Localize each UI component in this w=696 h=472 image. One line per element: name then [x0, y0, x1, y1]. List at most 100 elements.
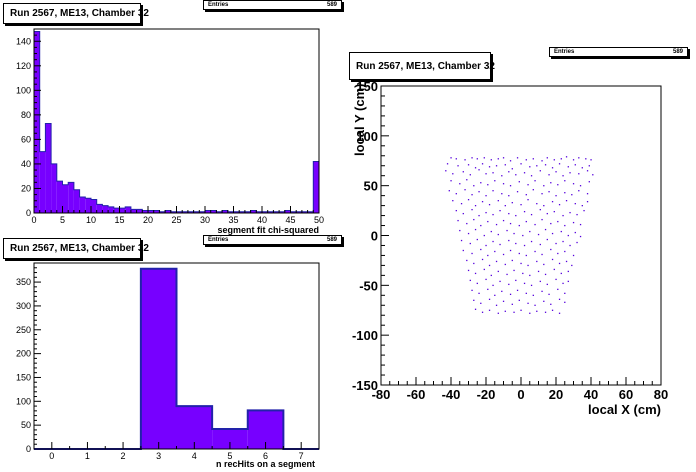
xy-point: [527, 264, 529, 267]
xy-point: [546, 212, 548, 215]
xy-point: [494, 180, 496, 182]
xy-point: [508, 239, 510, 242]
chi2-bar: [290, 211, 297, 213]
xy-point: [469, 242, 471, 245]
xy-point: [476, 282, 478, 285]
xy-point: [564, 292, 566, 295]
xy-point: [541, 193, 543, 195]
chi2-bar: [125, 206, 131, 213]
nhits-x-tick-label: 3: [156, 451, 161, 461]
xy-point: [445, 170, 447, 172]
chi2-y-tick-label: 120: [16, 61, 31, 71]
xy-point: [572, 254, 575, 257]
xy-point: [499, 280, 501, 283]
xy-point: [485, 244, 487, 247]
xy-stats-label: Entries: [554, 49, 575, 55]
xy-point: [480, 248, 482, 251]
nhits-bar: [176, 406, 213, 449]
xy-point: [502, 183, 505, 185]
xy-point: [492, 172, 494, 174]
chi2-bar: [62, 184, 69, 213]
chi2-title-box: Run 2567, ME13, Chamber 32: [3, 3, 149, 24]
xy-point: [576, 241, 578, 244]
xy-point: [497, 200, 499, 202]
xy-point: [480, 224, 482, 227]
xy-point: [548, 293, 550, 296]
xy-point: [586, 170, 589, 172]
xy-point: [530, 175, 533, 177]
nhits-y-tick-label: 50: [21, 420, 31, 430]
xy-point: [534, 304, 536, 306]
xy-point: [548, 174, 550, 176]
xy-point: [467, 199, 470, 201]
xy-point: [564, 224, 566, 227]
chi2-bar: [244, 211, 251, 213]
chi2-bar: [279, 211, 285, 213]
xy-point: [567, 280, 569, 283]
xy-point: [492, 213, 494, 216]
xy-point: [502, 300, 505, 302]
chi2-bar: [165, 210, 171, 213]
xy-point: [473, 299, 475, 301]
xy-point: [564, 301, 566, 303]
nhits-y-tick-label: 0: [26, 444, 31, 454]
xy-point: [495, 260, 498, 263]
xy-point: [592, 174, 594, 176]
xy-point: [522, 234, 524, 237]
xy-point: [550, 182, 552, 184]
xy-point: [471, 208, 473, 211]
nhits-stats-label: Entries: [208, 237, 229, 243]
xy-point: [579, 223, 582, 226]
xy-point: [574, 164, 576, 166]
nhits-y-tick-label: 100: [16, 396, 31, 406]
xy-point: [558, 298, 561, 300]
chi2-bar: [34, 31, 40, 213]
xy-point: [576, 213, 578, 216]
xy-y-tick-label: -50: [359, 278, 378, 293]
xy-point: [481, 163, 484, 165]
xy-point: [562, 282, 564, 285]
xy-point: [474, 228, 477, 231]
xy-point: [452, 200, 454, 202]
xy-point: [504, 263, 506, 266]
xy-point: [459, 183, 461, 185]
chi2-x-tick-label: 40: [257, 215, 267, 225]
chi2-stats-label: Entries: [208, 2, 229, 8]
chi2-histogram-outline: [33, 30, 320, 213]
xy-point: [483, 268, 485, 271]
xy-point: [539, 208, 541, 211]
xy-point: [495, 223, 498, 226]
xy-point: [564, 192, 566, 194]
xy-point: [455, 193, 457, 195]
xy-point: [478, 169, 480, 171]
chi2-bar: [91, 199, 97, 213]
xy-point: [532, 189, 534, 191]
xy-x-axis-label: local X (cm): [588, 402, 661, 417]
xy-x-tick-label: 0: [517, 387, 524, 402]
chi2-plot-frame: [33, 28, 320, 214]
xy-y-tick-label: -150: [352, 378, 378, 393]
xy-point: [523, 172, 526, 174]
chi2-bar: [96, 204, 103, 213]
xy-point: [518, 252, 520, 255]
xy-point: [448, 190, 450, 192]
xy-point: [488, 166, 491, 168]
xy-point: [509, 160, 512, 162]
xy-point: [555, 242, 557, 245]
xy-point: [551, 309, 554, 311]
xy-point: [574, 231, 576, 234]
chi2-bar: [222, 210, 228, 213]
xy-point: [590, 159, 592, 161]
xy-point: [457, 219, 459, 222]
chi2-bar: [68, 182, 74, 213]
xy-point: [562, 214, 564, 217]
chi2-bar: [51, 163, 57, 213]
chi2-bar: [216, 211, 223, 213]
xy-point: [562, 240, 564, 243]
xy-point: [546, 283, 548, 286]
xy-y-tick-label: -100: [352, 328, 378, 343]
xy-point: [516, 191, 519, 193]
nhits-stats-box: Entries 589: [203, 235, 342, 245]
xy-point: [467, 269, 470, 272]
chi2-bar: [296, 211, 302, 213]
